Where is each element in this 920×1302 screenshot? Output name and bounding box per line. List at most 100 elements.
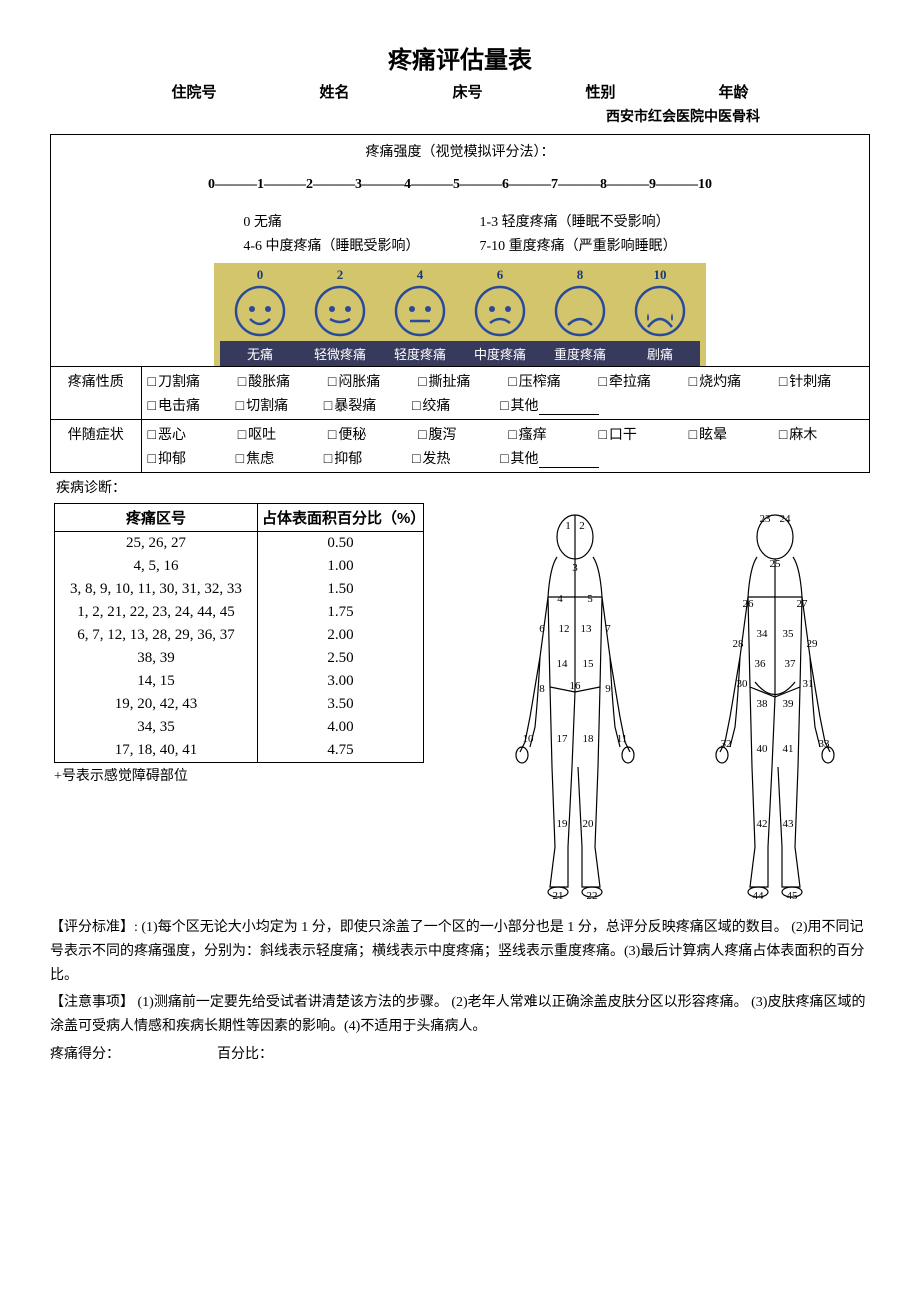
score-line: 疼痛得分： 百分比： (50, 1043, 870, 1063)
table-row: 4, 5, 161.00 (55, 555, 424, 578)
table-row: 34, 354.00 (55, 716, 424, 739)
face-number: 8 (540, 267, 620, 283)
checkbox-option[interactable]: 其他 (500, 395, 598, 415)
checkbox-option[interactable]: 眩晕 (689, 424, 773, 444)
legend-0: 0 无痛 (243, 211, 419, 231)
region-label: 40 (757, 743, 769, 755)
table-row: 17, 18, 40, 414.75 (55, 739, 424, 763)
checkbox-option[interactable]: 瘙痒 (508, 424, 592, 444)
table-row: 1, 2, 21, 22, 23, 24, 44, 451.75 (55, 601, 424, 624)
legend-13: 1-3 轻度疼痛（睡眠不受影响） (480, 211, 677, 231)
region-label: 8 (539, 683, 545, 695)
region-label: 7 (605, 623, 611, 635)
checkbox-option[interactable]: 呕吐 (238, 424, 322, 444)
region-label: 35 (783, 628, 795, 640)
field-sex: 性别 (585, 81, 615, 102)
checkbox-option[interactable]: 恶心 (148, 424, 232, 444)
region-label: 41 (783, 743, 794, 755)
region-th-pct: 占体表面积百分比（%） (257, 504, 423, 532)
checkbox-option[interactable]: 压榨痛 (508, 371, 592, 391)
region-th-zone: 疼痛区号 (55, 504, 258, 532)
plus-note: +号表示感觉障碍部位 (50, 765, 470, 785)
diagnosis-label: 疾病诊断： (50, 473, 870, 501)
nature-label: 疼痛性质 (51, 367, 141, 420)
face-label: 中度疼痛 (460, 341, 540, 366)
checkbox-option[interactable]: 口干 (598, 424, 682, 444)
patient-header: 住院号 姓名 床号 性别 年龄 (50, 81, 870, 102)
checkbox-option[interactable]: 刀割痛 (148, 371, 232, 391)
face-number: 10 (620, 267, 700, 283)
field-age: 年龄 (718, 81, 748, 102)
face-number: 6 (460, 267, 540, 283)
legend-46: 4-6 中度疼痛（睡眠受影响） (243, 235, 419, 255)
region-label: 44 (753, 890, 765, 902)
region-label: 6 (539, 623, 545, 635)
region-label: 9 (605, 683, 611, 695)
region-label: 31 (803, 678, 814, 690)
face-number: 0 (220, 267, 300, 283)
intensity-title: 疼痛强度（视觉模拟评分法）： (51, 135, 869, 167)
checkbox-option[interactable]: 其他 (500, 448, 598, 468)
table-row: 19, 20, 42, 433.50 (55, 693, 424, 716)
region-label: 36 (755, 658, 767, 670)
checkbox-option[interactable]: 麻木 (779, 424, 863, 444)
region-label: 30 (737, 678, 749, 690)
region-label: 5 (587, 593, 593, 605)
region-label: 43 (783, 818, 795, 830)
region-label: 45 (787, 890, 799, 902)
region-label: 29 (807, 638, 819, 650)
face-label: 无痛 (220, 341, 300, 366)
field-bed: 床号 (452, 81, 482, 102)
pct-label: 百分比： (217, 1047, 273, 1062)
checkbox-option[interactable]: 撕扯痛 (418, 371, 502, 391)
region-label: 42 (757, 818, 768, 830)
checkbox-option[interactable]: 绞痛 (412, 395, 494, 415)
checkbox-option[interactable]: 闷胀痛 (328, 371, 412, 391)
face-label: 剧痛 (620, 341, 700, 366)
symptoms-label: 伴随症状 (51, 420, 141, 473)
region-label: 19 (557, 818, 569, 830)
region-label: 34 (757, 628, 769, 640)
face-icon (540, 283, 620, 341)
body-diagram: 12345678910111213141516171819202122 2324… (470, 503, 880, 912)
checkbox-option[interactable]: 酸胀痛 (238, 371, 322, 391)
face-icon (460, 283, 540, 341)
region-label: 21 (553, 890, 564, 902)
face-number: 2 (300, 267, 380, 283)
region-label: 38 (757, 698, 769, 710)
region-label: 4 (557, 593, 563, 605)
region-label: 20 (583, 818, 595, 830)
checkbox-option[interactable]: 抑郁 (148, 448, 230, 468)
checkbox-option[interactable]: 牵拉痛 (598, 371, 682, 391)
face-icon (300, 283, 380, 341)
region-label: 3 (572, 562, 578, 574)
region-label: 37 (785, 658, 797, 670)
region-label: 39 (783, 698, 795, 710)
checkbox-option[interactable]: 便秘 (328, 424, 412, 444)
region-label: 16 (570, 680, 582, 692)
checkbox-option[interactable]: 焦虑 (236, 448, 318, 468)
checkbox-option[interactable]: 电击痛 (148, 395, 230, 415)
legend-710: 7-10 重度疼痛（严重影响睡眠） (480, 235, 677, 255)
field-name: 姓名 (319, 81, 349, 102)
region-label: 2 (579, 520, 585, 532)
region-label: 25 (770, 558, 782, 570)
score-label: 疼痛得分： (50, 1047, 120, 1062)
region-label: 32 (721, 738, 732, 750)
table-row: 6, 7, 12, 13, 28, 29, 36, 372.00 (55, 624, 424, 647)
field-admission: 住院号 (171, 81, 216, 102)
nature-table: 疼痛性质 刀割痛酸胀痛闷胀痛撕扯痛压榨痛牵拉痛烧灼痛针刺痛 电击痛切割痛暴裂痛绞… (51, 366, 869, 472)
checkbox-option[interactable]: 烧灼痛 (689, 371, 773, 391)
table-row: 38, 392.50 (55, 647, 424, 670)
checkbox-option[interactable]: 暴裂痛 (324, 395, 406, 415)
scoring-standard: 【评分标准】: (1)每个区无论大小均定为 1 分，即使只涂盖了一个区的一小部分… (50, 916, 870, 987)
checkbox-option[interactable]: 发热 (412, 448, 494, 468)
lower-section: 疼痛区号 占体表面积百分比（%） 25, 26, 270.504, 5, 161… (50, 503, 870, 912)
checkbox-option[interactable]: 腹泻 (418, 424, 502, 444)
region-label: 14 (557, 658, 569, 670)
checkbox-option[interactable]: 切割痛 (236, 395, 318, 415)
region-label: 22 (587, 890, 598, 902)
checkbox-option[interactable]: 抑郁 (324, 448, 406, 468)
face-label: 重度疼痛 (540, 341, 620, 366)
checkbox-option[interactable]: 针刺痛 (779, 371, 863, 391)
